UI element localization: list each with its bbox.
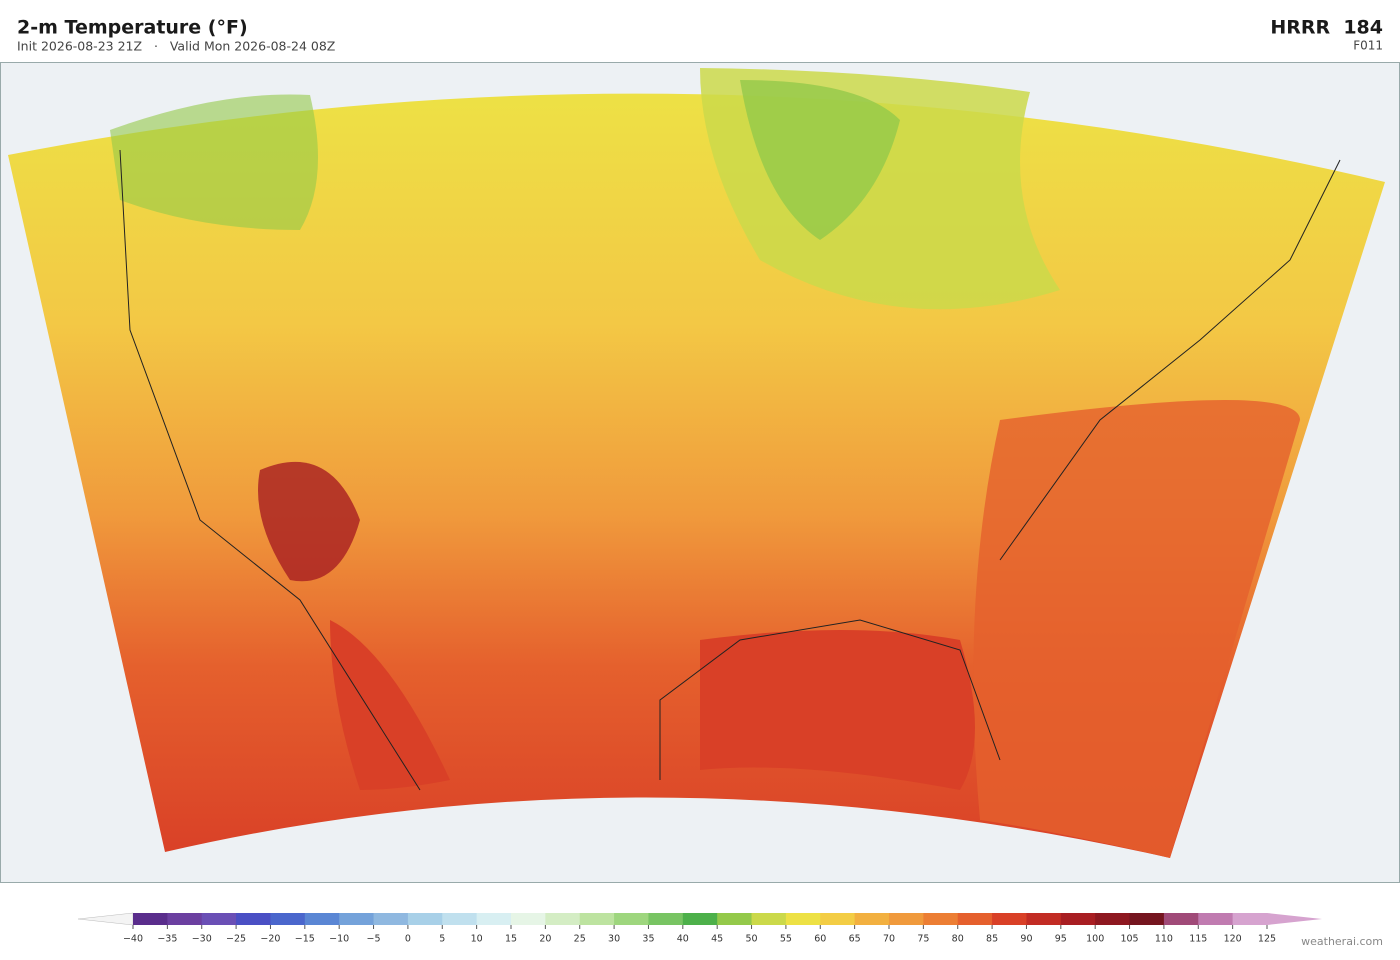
- model-label: HRRR 184: [1270, 17, 1383, 39]
- colorbar-tick-label: 0: [405, 934, 411, 945]
- colorbar-segment: [785, 913, 821, 925]
- cool-region: [740, 80, 900, 240]
- colorbar-tick-label: 75: [917, 934, 929, 945]
- colorbar-segment: [579, 913, 615, 925]
- colorbar-tick-label: −5: [367, 934, 381, 945]
- colorbar-tick-label: 25: [574, 934, 586, 945]
- colorbar-segment: [1163, 913, 1199, 925]
- colorbar-segment: [614, 913, 649, 925]
- colorbar-segment: [236, 913, 271, 925]
- colorbar-tick-label: 80: [952, 934, 964, 945]
- colorbar-tick-label: 70: [883, 934, 895, 945]
- colorbar-segment: [1060, 913, 1096, 925]
- colorbar-tick-label: 15: [505, 934, 517, 945]
- colorbar-segment: [923, 913, 959, 925]
- colorbar-tick-label: 100: [1086, 934, 1104, 945]
- colorbar-low-extension: [77, 912, 134, 926]
- colorbar-tick-label: −35: [157, 934, 177, 945]
- colorbar-segment: [304, 913, 340, 925]
- colorbar-segment: [1198, 913, 1234, 925]
- warm-region: [700, 630, 975, 790]
- colorbar-segment: [717, 913, 753, 925]
- colorbar-segment: [1095, 913, 1131, 925]
- colorbar-tick-label: −30: [192, 934, 212, 945]
- warm-region: [330, 620, 450, 790]
- colorbar-tick-label: 115: [1189, 934, 1207, 945]
- colorbar-segment: [373, 913, 409, 925]
- colorbar-tick-label: −15: [295, 934, 315, 945]
- warm-region: [973, 400, 1300, 858]
- colorbar-tick-label: 55: [780, 934, 792, 945]
- colorbar-tick-label: −10: [329, 934, 349, 945]
- colorbar-segment: [751, 913, 787, 925]
- colorbar-tick-label: 30: [608, 934, 620, 945]
- colorbar-segment: [407, 913, 443, 925]
- credit: weatherai.com: [1301, 935, 1383, 948]
- colorbar-segment: [1026, 913, 1062, 925]
- colorbar: −40 −35 −30 −25 −20 −15 −10 −5 0 5 10 15 20 25 30 35 40 4…: [77, 912, 1322, 945]
- cool-region: [110, 94, 318, 230]
- colorbar-segment: [201, 913, 237, 925]
- colorbar-tick-label: 45: [711, 934, 723, 945]
- colorbar-tick-label: 35: [642, 934, 654, 945]
- colorbar-tick-label: 40: [677, 934, 689, 945]
- colorbar-segment: [545, 913, 581, 925]
- colorbar-tick-label: 110: [1155, 934, 1173, 945]
- colorbar-tick-label: 10: [471, 934, 483, 945]
- colorbar-segment: [167, 913, 203, 925]
- colorbar-tick-label: 20: [539, 934, 551, 945]
- colorbar-segment: [854, 913, 890, 925]
- title: 2-m Temperature (°F): [17, 17, 248, 39]
- colorbar-segment: [339, 913, 375, 925]
- hot-region: [258, 461, 360, 582]
- colorbar-segment: [820, 913, 856, 925]
- colorbar-tick-label: −20: [260, 934, 280, 945]
- colorbar-tick-label: 5: [439, 934, 445, 945]
- map: [0, 62, 1400, 883]
- colorbar-tick-label: −40: [123, 934, 143, 945]
- forecast-hour: F011: [1353, 39, 1383, 53]
- colorbar-tick-label: 105: [1120, 934, 1138, 945]
- colorbar-segment: [511, 913, 546, 925]
- colorbar-segment: [1129, 913, 1165, 925]
- colorbar-segment: [476, 913, 512, 925]
- colorbar-tick-label: −25: [226, 934, 246, 945]
- colorbar-segment: [133, 913, 168, 925]
- colorbar-tick-label: 85: [986, 934, 998, 945]
- colorbar-segment: [992, 913, 1027, 925]
- colorbar-segment: [648, 913, 684, 925]
- colorbar-tick-label: 120: [1224, 934, 1242, 945]
- coastline: [119, 149, 1341, 791]
- colorbar-segment: [442, 913, 478, 925]
- colorbar-tick-label: 50: [745, 934, 757, 945]
- colorbar-tick-label: 125: [1258, 934, 1276, 945]
- colorbar-segment: [1232, 913, 1268, 925]
- colorbar-tick-label: 90: [1020, 934, 1032, 945]
- colorbar-tick-label: 60: [814, 934, 826, 945]
- colorbar-high-extension: [1267, 913, 1322, 925]
- colorbar-tick-label: 65: [849, 934, 861, 945]
- colorbar-segment: [957, 913, 993, 925]
- colorbar-segment: [889, 913, 924, 925]
- colorbar-tick-label: 95: [1055, 934, 1067, 945]
- subtitle: Init 2026-08-23 21Z · Valid Mon 2026-08-…: [17, 39, 335, 54]
- colorbar-segment: [270, 913, 306, 925]
- colorbar-segment: [682, 913, 718, 925]
